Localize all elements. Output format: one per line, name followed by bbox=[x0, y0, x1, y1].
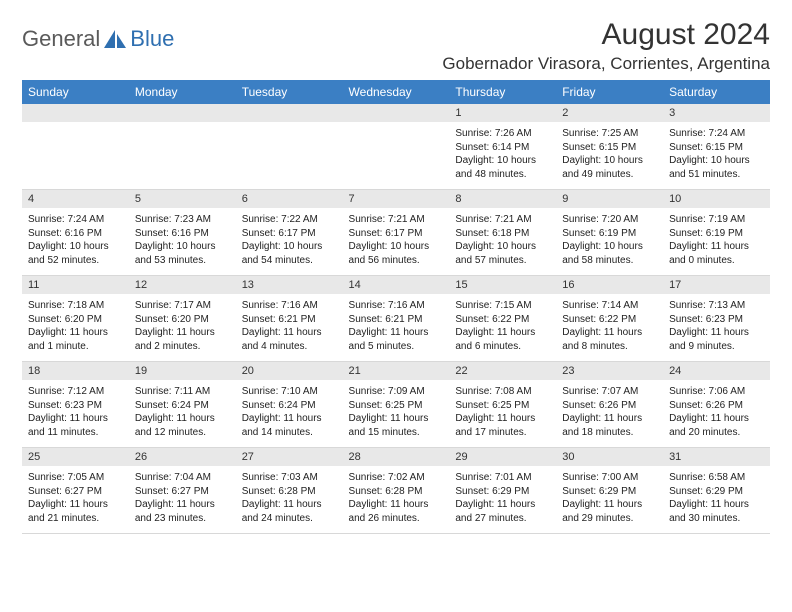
day-detail-cell: Sunrise: 7:24 AMSunset: 6:15 PMDaylight:… bbox=[663, 122, 770, 190]
day-detail-cell: Sunrise: 7:09 AMSunset: 6:25 PMDaylight:… bbox=[343, 380, 450, 448]
day-number-row: 11121314151617 bbox=[22, 276, 770, 295]
weekday-header-row: Sunday Monday Tuesday Wednesday Thursday… bbox=[22, 80, 770, 104]
day-number-cell: 1 bbox=[449, 104, 556, 122]
day-number-cell: 23 bbox=[556, 362, 663, 381]
day-detail-cell: Sunrise: 7:22 AMSunset: 6:17 PMDaylight:… bbox=[236, 208, 343, 276]
day-detail-cell: Sunrise: 7:15 AMSunset: 6:22 PMDaylight:… bbox=[449, 294, 556, 362]
day-number-cell bbox=[129, 104, 236, 122]
day-number-cell: 20 bbox=[236, 362, 343, 381]
day-number-cell: 12 bbox=[129, 276, 236, 295]
day-number-cell: 9 bbox=[556, 190, 663, 209]
calendar-body: 123Sunrise: 7:26 AMSunset: 6:14 PMDaylig… bbox=[22, 104, 770, 534]
day-detail-cell: Sunrise: 7:11 AMSunset: 6:24 PMDaylight:… bbox=[129, 380, 236, 448]
day-detail-cell: Sunrise: 7:07 AMSunset: 6:26 PMDaylight:… bbox=[556, 380, 663, 448]
day-number-row: 25262728293031 bbox=[22, 448, 770, 467]
day-detail-cell: Sunrise: 7:23 AMSunset: 6:16 PMDaylight:… bbox=[129, 208, 236, 276]
day-number-cell: 8 bbox=[449, 190, 556, 209]
day-number-cell: 26 bbox=[129, 448, 236, 467]
day-number-cell: 25 bbox=[22, 448, 129, 467]
day-detail-row: Sunrise: 7:12 AMSunset: 6:23 PMDaylight:… bbox=[22, 380, 770, 448]
day-number-cell: 11 bbox=[22, 276, 129, 295]
day-detail-cell: Sunrise: 7:10 AMSunset: 6:24 PMDaylight:… bbox=[236, 380, 343, 448]
day-number-row: 123 bbox=[22, 104, 770, 122]
day-detail-cell: Sunrise: 7:00 AMSunset: 6:29 PMDaylight:… bbox=[556, 466, 663, 534]
day-detail-cell: Sunrise: 6:58 AMSunset: 6:29 PMDaylight:… bbox=[663, 466, 770, 534]
day-detail-cell: Sunrise: 7:04 AMSunset: 6:27 PMDaylight:… bbox=[129, 466, 236, 534]
weekday-header: Saturday bbox=[663, 80, 770, 104]
day-number-cell: 21 bbox=[343, 362, 450, 381]
day-number-cell: 22 bbox=[449, 362, 556, 381]
weekday-header: Monday bbox=[129, 80, 236, 104]
location-label: Gobernador Virasora, Corrientes, Argenti… bbox=[442, 54, 770, 74]
weekday-header: Tuesday bbox=[236, 80, 343, 104]
day-number-cell: 24 bbox=[663, 362, 770, 381]
day-number-cell: 17 bbox=[663, 276, 770, 295]
weekday-header: Wednesday bbox=[343, 80, 450, 104]
day-number-cell: 3 bbox=[663, 104, 770, 122]
logo-sail-icon bbox=[104, 30, 126, 48]
logo: General Blue bbox=[22, 26, 174, 52]
day-detail-cell: Sunrise: 7:16 AMSunset: 6:21 PMDaylight:… bbox=[236, 294, 343, 362]
weekday-header: Thursday bbox=[449, 80, 556, 104]
day-number-cell: 16 bbox=[556, 276, 663, 295]
day-number-cell: 15 bbox=[449, 276, 556, 295]
day-number-cell: 29 bbox=[449, 448, 556, 467]
day-number-cell: 7 bbox=[343, 190, 450, 209]
day-detail-cell: Sunrise: 7:14 AMSunset: 6:22 PMDaylight:… bbox=[556, 294, 663, 362]
weekday-header: Sunday bbox=[22, 80, 129, 104]
day-number-cell: 14 bbox=[343, 276, 450, 295]
day-detail-row: Sunrise: 7:05 AMSunset: 6:27 PMDaylight:… bbox=[22, 466, 770, 534]
day-number-cell: 18 bbox=[22, 362, 129, 381]
day-detail-cell: Sunrise: 7:21 AMSunset: 6:18 PMDaylight:… bbox=[449, 208, 556, 276]
day-number-cell bbox=[22, 104, 129, 122]
month-title: August 2024 bbox=[442, 18, 770, 52]
logo-text-blue: Blue bbox=[130, 26, 174, 52]
day-detail-cell: Sunrise: 7:06 AMSunset: 6:26 PMDaylight:… bbox=[663, 380, 770, 448]
day-detail-cell: Sunrise: 7:19 AMSunset: 6:19 PMDaylight:… bbox=[663, 208, 770, 276]
day-number-cell: 4 bbox=[22, 190, 129, 209]
day-number-cell: 28 bbox=[343, 448, 450, 467]
day-detail-cell bbox=[343, 122, 450, 190]
day-detail-cell: Sunrise: 7:01 AMSunset: 6:29 PMDaylight:… bbox=[449, 466, 556, 534]
day-detail-row: Sunrise: 7:18 AMSunset: 6:20 PMDaylight:… bbox=[22, 294, 770, 362]
day-detail-cell bbox=[22, 122, 129, 190]
day-detail-cell bbox=[129, 122, 236, 190]
day-detail-cell: Sunrise: 7:12 AMSunset: 6:23 PMDaylight:… bbox=[22, 380, 129, 448]
day-detail-cell: Sunrise: 7:21 AMSunset: 6:17 PMDaylight:… bbox=[343, 208, 450, 276]
day-number-cell: 19 bbox=[129, 362, 236, 381]
day-detail-cell: Sunrise: 7:05 AMSunset: 6:27 PMDaylight:… bbox=[22, 466, 129, 534]
day-number-cell: 6 bbox=[236, 190, 343, 209]
day-detail-cell bbox=[236, 122, 343, 190]
day-number-row: 45678910 bbox=[22, 190, 770, 209]
day-detail-row: Sunrise: 7:26 AMSunset: 6:14 PMDaylight:… bbox=[22, 122, 770, 190]
day-detail-cell: Sunrise: 7:26 AMSunset: 6:14 PMDaylight:… bbox=[449, 122, 556, 190]
day-detail-cell: Sunrise: 7:24 AMSunset: 6:16 PMDaylight:… bbox=[22, 208, 129, 276]
day-number-cell bbox=[343, 104, 450, 122]
weekday-header: Friday bbox=[556, 80, 663, 104]
day-detail-cell: Sunrise: 7:13 AMSunset: 6:23 PMDaylight:… bbox=[663, 294, 770, 362]
day-detail-cell: Sunrise: 7:08 AMSunset: 6:25 PMDaylight:… bbox=[449, 380, 556, 448]
day-detail-cell: Sunrise: 7:20 AMSunset: 6:19 PMDaylight:… bbox=[556, 208, 663, 276]
day-detail-cell: Sunrise: 7:25 AMSunset: 6:15 PMDaylight:… bbox=[556, 122, 663, 190]
day-number-cell: 31 bbox=[663, 448, 770, 467]
day-detail-cell: Sunrise: 7:02 AMSunset: 6:28 PMDaylight:… bbox=[343, 466, 450, 534]
day-detail-cell: Sunrise: 7:16 AMSunset: 6:21 PMDaylight:… bbox=[343, 294, 450, 362]
day-detail-cell: Sunrise: 7:03 AMSunset: 6:28 PMDaylight:… bbox=[236, 466, 343, 534]
day-detail-cell: Sunrise: 7:18 AMSunset: 6:20 PMDaylight:… bbox=[22, 294, 129, 362]
title-block: August 2024 Gobernador Virasora, Corrien… bbox=[442, 18, 770, 74]
day-number-cell bbox=[236, 104, 343, 122]
day-detail-row: Sunrise: 7:24 AMSunset: 6:16 PMDaylight:… bbox=[22, 208, 770, 276]
day-number-row: 18192021222324 bbox=[22, 362, 770, 381]
logo-text-general: General bbox=[22, 26, 100, 52]
day-number-cell: 2 bbox=[556, 104, 663, 122]
day-number-cell: 5 bbox=[129, 190, 236, 209]
day-number-cell: 13 bbox=[236, 276, 343, 295]
day-detail-cell: Sunrise: 7:17 AMSunset: 6:20 PMDaylight:… bbox=[129, 294, 236, 362]
day-number-cell: 27 bbox=[236, 448, 343, 467]
calendar-table: Sunday Monday Tuesday Wednesday Thursday… bbox=[22, 80, 770, 534]
day-number-cell: 30 bbox=[556, 448, 663, 467]
day-number-cell: 10 bbox=[663, 190, 770, 209]
header: General Blue August 2024 Gobernador Vira… bbox=[22, 18, 770, 74]
